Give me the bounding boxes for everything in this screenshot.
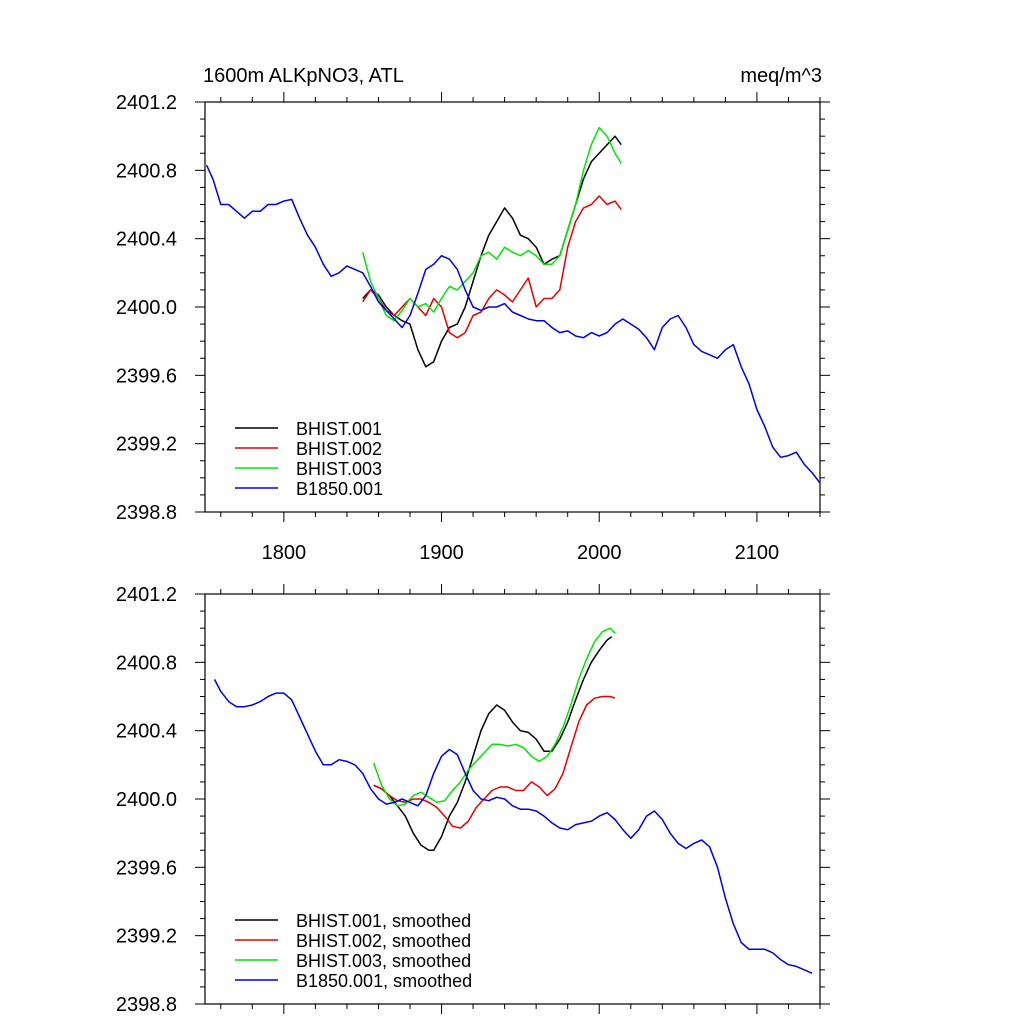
top-series-line-0 bbox=[362, 135, 622, 368]
top-panel: 2398.8 2399.2 2399.6 2400.0 2400.4 2400.8 2401… bbox=[116, 92, 830, 564]
top-ytick-label: 2401.2 bbox=[116, 92, 177, 114]
bottom-ytick-label: 2400.8 bbox=[116, 652, 177, 674]
top-ytick-label: 2399.2 bbox=[116, 434, 177, 456]
top-ytick-label: 2400.0 bbox=[116, 297, 177, 319]
top-legend-label-3: B1850.001 bbox=[296, 479, 383, 499]
bottom-ytick-label: 2398.8 bbox=[116, 994, 177, 1016]
top-legend-label-1: BHIST.002 bbox=[296, 439, 382, 459]
bottom-series-line-1 bbox=[373, 695, 616, 829]
top-ytick-label: 2400.4 bbox=[116, 229, 177, 251]
chart-title: 1600m ALKpNO3, ATL bbox=[203, 65, 404, 87]
bottom-ytick-label: 2400.4 bbox=[116, 721, 177, 743]
bottom-ytick-label: 2401.2 bbox=[116, 584, 177, 606]
top-xtick-label: 1800 bbox=[262, 542, 307, 564]
bottom-ytick-label: 2400.0 bbox=[116, 789, 177, 811]
top-series-line-1 bbox=[362, 195, 622, 339]
top-ytick-label: 2399.6 bbox=[116, 365, 177, 387]
top-legend-label-2: BHIST.003 bbox=[296, 459, 382, 479]
bottom-series-line-3 bbox=[213, 679, 813, 974]
bottom-legend-label-0: BHIST.001, smoothed bbox=[296, 911, 471, 931]
bottom-legend-label-3: B1850.001, smoothed bbox=[296, 971, 472, 991]
chart-unit-label: meq/m^3 bbox=[740, 65, 822, 87]
bottom-legend-label-1: BHIST.002, smoothed bbox=[296, 931, 471, 951]
top-series-line-3 bbox=[205, 164, 820, 484]
top-xtick-label: 2000 bbox=[577, 542, 622, 564]
bottom-ytick-label: 2399.6 bbox=[116, 857, 177, 879]
top-series-line-2 bbox=[361, 126, 622, 322]
top-ytick-label: 2400.8 bbox=[116, 160, 177, 182]
top-legend-label-0: BHIST.001 bbox=[296, 419, 382, 439]
top-ytick-label: 2398.8 bbox=[116, 502, 177, 524]
top-xtick-label: 2100 bbox=[735, 542, 780, 564]
bottom-series-line-0 bbox=[373, 636, 613, 852]
bottom-legend-label-2: BHIST.003, smoothed bbox=[296, 951, 471, 971]
top-xtick-label: 1900 bbox=[419, 542, 464, 564]
bottom-panel: 2398.8 2399.2 2399.6 2400.0 2400.4 2400.8 2401… bbox=[116, 584, 830, 1016]
bottom-series-line-2 bbox=[372, 627, 616, 807]
bottom-ytick-label: 2399.2 bbox=[116, 926, 177, 948]
